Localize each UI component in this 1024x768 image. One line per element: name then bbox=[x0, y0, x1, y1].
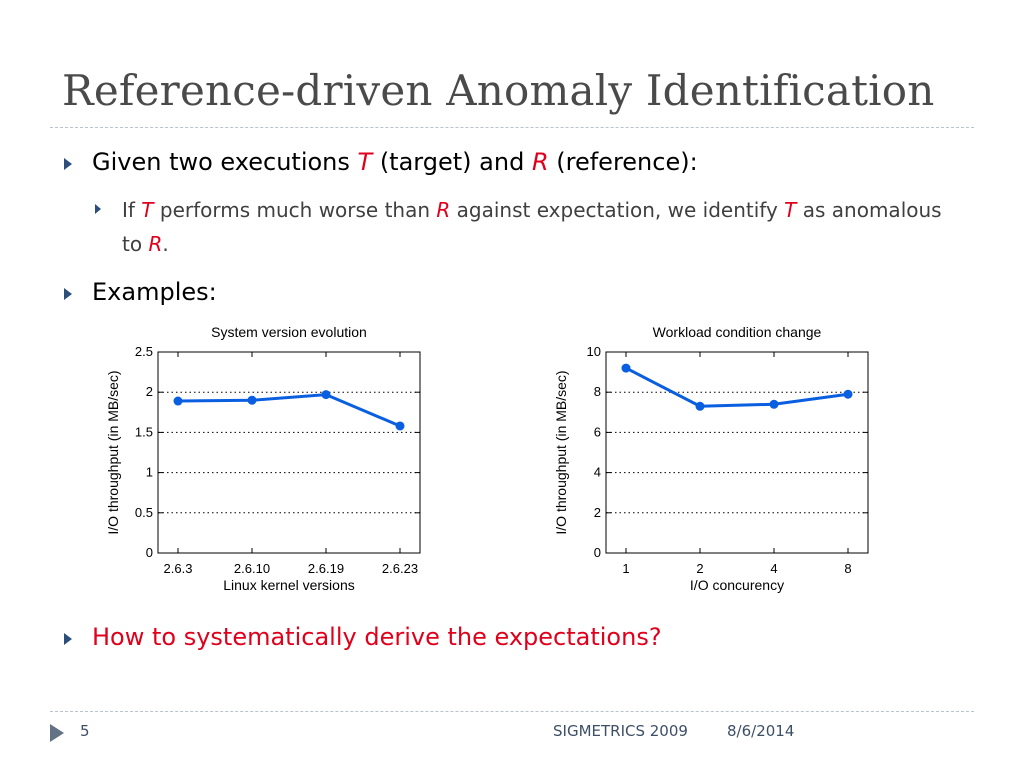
data-point bbox=[843, 389, 853, 399]
y-tick-label: 4 bbox=[594, 465, 601, 480]
bullet-derive-expectations: How to systematically derive the expecta… bbox=[92, 623, 662, 651]
chart-workload-condition: Workload condition change 0 2 4 6 8 10 1 2 4 8 I/O … bbox=[548, 318, 878, 600]
x-tick-label: 2.6.23 bbox=[382, 561, 418, 576]
sub1-r2: R bbox=[148, 232, 163, 256]
y-tick-label: 1.5 bbox=[135, 424, 153, 439]
data-point bbox=[769, 399, 779, 409]
footer-divider bbox=[50, 711, 974, 712]
sub1-t2: T bbox=[784, 198, 797, 222]
data-point bbox=[247, 395, 257, 405]
x-axis-label: Linux kernel versions bbox=[223, 577, 355, 593]
bullet-arrow-icon bbox=[64, 158, 72, 170]
title-divider bbox=[50, 127, 974, 128]
sub1-b: performs much worse than bbox=[153, 198, 437, 222]
y-tick-label: 2.5 bbox=[135, 344, 153, 359]
chart-title: System version evolution bbox=[211, 324, 367, 340]
y-tick-label: 2 bbox=[146, 384, 153, 399]
chart-title: Workload condition change bbox=[653, 324, 822, 340]
y-tick-label: 6 bbox=[594, 424, 601, 439]
bullet-given-executions: Given two executions T (target) and R (r… bbox=[92, 148, 698, 176]
y-tick-label: 10 bbox=[587, 344, 601, 359]
data-point bbox=[321, 390, 331, 400]
plot-frame bbox=[605, 351, 869, 554]
y-tick-label: 2 bbox=[594, 505, 601, 520]
sub-bullet-anomaly-definition: If T performs much worse than R against … bbox=[122, 193, 952, 261]
y-tick-label: 0.5 bbox=[135, 505, 153, 520]
sub1-c: against expectation, we identify bbox=[450, 198, 785, 222]
sub1-d: as anomalous to bbox=[122, 198, 942, 256]
chart-system-version: System version evolution 0 0.5 1 1.5 2 2.5 2.6.… bbox=[100, 318, 430, 600]
x-tick-label: 4 bbox=[770, 561, 777, 576]
bullet1-pre: Given two executions bbox=[92, 148, 358, 176]
x-tick-label: 2 bbox=[696, 561, 703, 576]
data-point bbox=[695, 401, 705, 411]
sub1-e: . bbox=[162, 232, 169, 256]
bullet1-post: (reference): bbox=[548, 148, 698, 176]
chart-system-version-svg: System version evolution 0 0.5 1 1.5 2 2.5 2.6.… bbox=[105, 324, 421, 593]
y-tick-label: 0 bbox=[146, 545, 153, 560]
y-axis-label: I/O throughput (in MB/sec) bbox=[105, 370, 121, 534]
x-tick-label: 2.6.19 bbox=[308, 561, 344, 576]
x-tick-label: 2.6.3 bbox=[164, 561, 193, 576]
bullet1-reference: R bbox=[531, 148, 549, 176]
data-point bbox=[621, 363, 631, 373]
bullet-arrow-icon bbox=[64, 633, 72, 645]
footer-conference: SIGMETRICS 2009 bbox=[553, 722, 688, 740]
data-point bbox=[395, 421, 405, 431]
sub1-r1: R bbox=[436, 198, 451, 222]
plot-frame bbox=[157, 351, 421, 554]
sub-bullet-arrow-icon bbox=[95, 204, 101, 214]
y-tick-label: 0 bbox=[594, 545, 601, 560]
series-line bbox=[625, 366, 849, 408]
y-tick-label: 1 bbox=[146, 465, 153, 480]
slide-title: Reference-driven Anomaly Identification bbox=[62, 66, 935, 115]
y-tick-label: 8 bbox=[594, 384, 601, 399]
sub1-t1: T bbox=[141, 198, 154, 222]
bullet1-target: T bbox=[357, 148, 373, 176]
x-axis-label: I/O concurency bbox=[690, 577, 784, 593]
y-axis-label: I/O throughput (in MB/sec) bbox=[553, 370, 569, 534]
bullet-examples: Examples: bbox=[92, 278, 217, 306]
footer-date: 8/6/2014 bbox=[727, 722, 795, 740]
bullet1-mid: (target) and bbox=[372, 148, 532, 176]
series-line bbox=[177, 393, 401, 428]
x-tick-label: 8 bbox=[844, 561, 851, 576]
x-tick-label: 1 bbox=[622, 561, 629, 576]
bullet-arrow-icon bbox=[64, 288, 72, 300]
data-point bbox=[173, 396, 183, 406]
page-number: 5 bbox=[80, 722, 90, 740]
x-tick-label: 2.6.10 bbox=[234, 561, 270, 576]
footer-arrow-icon bbox=[50, 724, 64, 742]
sub1-a: If bbox=[122, 198, 142, 222]
